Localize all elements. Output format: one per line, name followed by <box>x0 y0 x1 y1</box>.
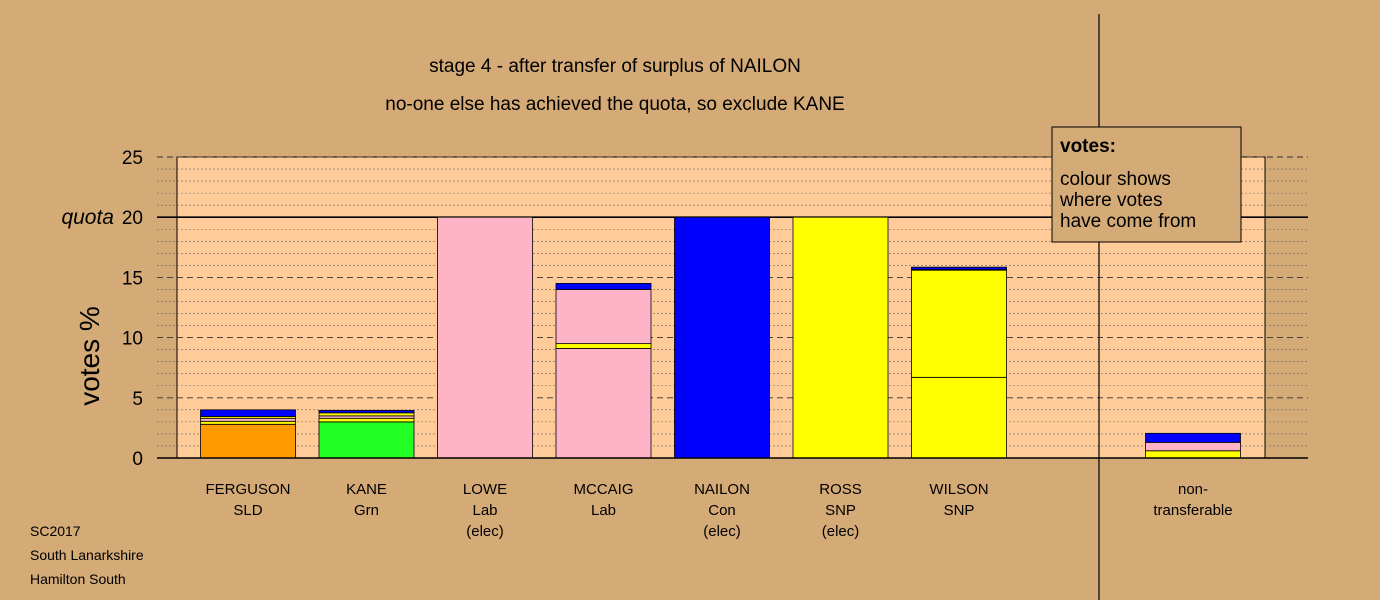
bar-ferguson <box>200 409 296 459</box>
bar-kane <box>318 410 415 459</box>
bar-nontransferable <box>1145 432 1241 459</box>
category-label: SNP <box>825 502 856 519</box>
category-label: transferable <box>1153 502 1232 519</box>
bar-segment <box>674 216 770 459</box>
bar-segment <box>1145 450 1241 459</box>
y-tick-label: 25 <box>122 148 143 169</box>
legend-title: votes: <box>1060 136 1116 157</box>
y-tick-label: 5 <box>132 389 143 410</box>
category-label: Lab <box>591 502 616 519</box>
legend-box <box>1051 126 1242 243</box>
category-label: non- <box>1178 481 1208 498</box>
legend: votes: colour shows where votes have com… <box>1051 126 1242 243</box>
bar-segment <box>911 266 1007 270</box>
bar-segment <box>200 417 296 422</box>
bar-segment <box>318 412 415 417</box>
category-label: SNP <box>944 502 975 519</box>
chart-subtitle: no-one else has achieved the quota, so e… <box>385 94 844 115</box>
category-label: MCCAIG <box>574 481 634 498</box>
bar-segment <box>200 420 296 425</box>
legend-line: where votes <box>1059 190 1162 211</box>
chart-title: stage 4 - after transfer of surplus of N… <box>429 56 801 77</box>
bar-segment <box>318 410 415 414</box>
bar-segment <box>911 376 1007 459</box>
category-label: NAILON <box>694 481 750 498</box>
y-tick-label: 10 <box>122 329 143 350</box>
bar-lowe <box>437 216 533 459</box>
bar-mccaig <box>555 283 652 459</box>
category-label: Grn <box>354 502 379 519</box>
y-axis-label: votes % <box>74 306 105 406</box>
category-label: WILSON <box>929 481 988 498</box>
y-tick-label: 15 <box>122 268 143 289</box>
bar-segment <box>792 216 889 459</box>
category-label: KANE <box>346 481 387 498</box>
category-label: LOWE <box>463 481 507 498</box>
bar-segment <box>555 289 652 345</box>
axes: 0 5 10 15 20 25 <box>122 14 1308 600</box>
bar-segment <box>555 283 652 290</box>
footer-line: SC2017 <box>30 523 81 539</box>
bar-ross <box>792 216 889 459</box>
bar-segment <box>555 343 652 349</box>
category-label: (elec) <box>466 523 504 540</box>
y-tick-label: 0 <box>132 449 143 470</box>
category-label: FERGUSON <box>205 481 290 498</box>
bar-wilson <box>911 266 1007 459</box>
bar-segment <box>555 348 652 459</box>
legend-line: colour shows <box>1060 169 1171 190</box>
legend-line: have come from <box>1060 211 1196 232</box>
bar-nailon <box>674 216 770 459</box>
bar-segment <box>437 216 533 459</box>
category-label: (elec) <box>703 523 741 540</box>
bar-segment <box>1145 441 1241 452</box>
category-labels: FERGUSON SLD KANE Grn LOWE Lab (elec) MCCAIG Lab… <box>205 481 1232 540</box>
quota-label: quota <box>61 206 114 229</box>
category-label: Lab <box>472 502 497 519</box>
category-label: Con <box>708 502 736 519</box>
footer-line: Hamilton South <box>30 571 126 587</box>
bar-segment <box>200 409 296 417</box>
category-label: ROSS <box>819 481 862 498</box>
y-tick-label: 20 <box>122 208 143 229</box>
footer-line: South Lanarkshire <box>30 547 144 563</box>
footer: SC2017 South Lanarkshire Hamilton South <box>30 523 144 587</box>
bar-segment <box>200 423 296 459</box>
category-label: (elec) <box>822 523 860 540</box>
category-label: SLD <box>233 502 262 519</box>
bar-segment <box>318 421 415 459</box>
bar-segment <box>1145 432 1241 443</box>
bar-segment <box>911 269 1007 378</box>
bar-segment <box>318 417 415 423</box>
bars <box>200 216 1241 459</box>
